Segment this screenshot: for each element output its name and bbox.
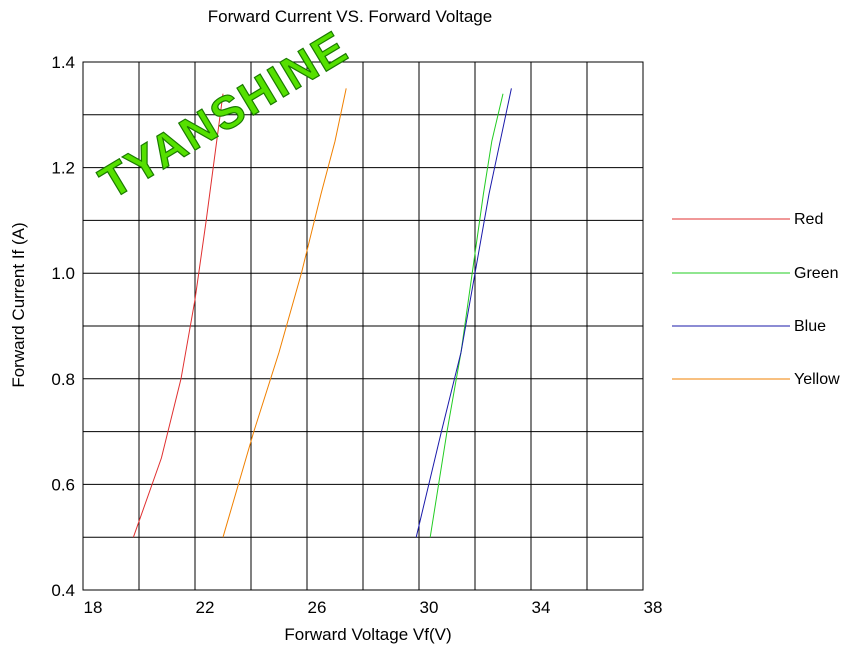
y-tick-label: 1.2 — [51, 159, 75, 178]
series-line-blue — [415, 88, 512, 538]
x-tick-label: 34 — [532, 598, 551, 617]
watermark-logo: TYANSHINE — [90, 20, 356, 209]
x-tick-label: 18 — [84, 598, 103, 617]
x-tick-label: 22 — [196, 598, 215, 617]
legend-label: Green — [794, 265, 838, 282]
legend-label: Yellow — [794, 371, 840, 388]
legend: Red Green Blue Yellow — [672, 211, 840, 388]
x-tick-label: 38 — [644, 598, 663, 617]
legend-label: Blue — [794, 318, 826, 335]
grid-lines — [83, 62, 643, 590]
legend-label: Red — [794, 211, 823, 228]
x-tick-label: 30 — [420, 598, 439, 617]
y-tick-label: 0.4 — [51, 581, 75, 600]
series-line-red — [132, 93, 224, 538]
x-axis-label: Forward Voltage Vf(V) — [284, 625, 451, 644]
series-lines — [132, 88, 512, 538]
y-tick-label: 0.6 — [51, 475, 75, 494]
y-tick-label: 0.8 — [51, 370, 75, 389]
plot-frame — [82, 61, 644, 591]
series-line-green — [429, 93, 504, 538]
y-tick-label: 1.0 — [51, 264, 75, 283]
x-tick-labels: 18 22 26 30 34 38 — [84, 598, 663, 617]
x-tick-label: 26 — [308, 598, 327, 617]
y-axis-label: Forward Current If (A) — [9, 222, 28, 387]
series-line-yellow — [222, 88, 347, 538]
chart-title: Forward Current VS. Forward Voltage — [208, 7, 492, 26]
y-tick-label: 1.4 — [51, 53, 75, 72]
y-tick-labels: 0.4 0.6 0.8 1.0 1.2 1.4 — [51, 53, 75, 600]
